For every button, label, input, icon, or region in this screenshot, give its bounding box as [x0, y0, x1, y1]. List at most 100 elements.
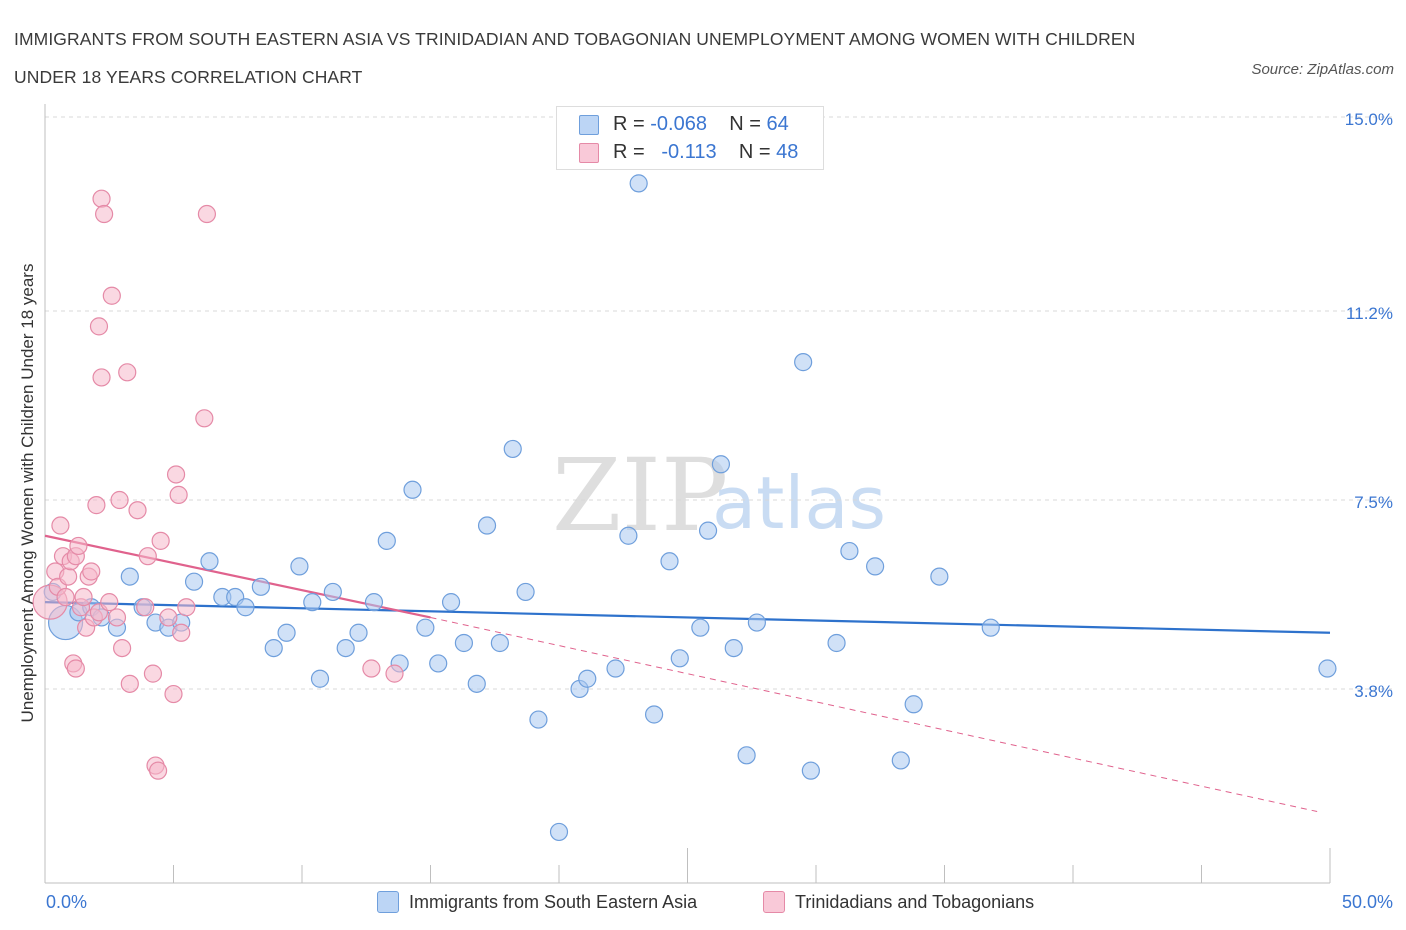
point-trinidad-tobago: [69, 536, 88, 556]
point-southeast-asia: [277, 623, 296, 642]
point-trinidad-tobago: [74, 587, 93, 607]
n-value: 48: [776, 141, 799, 163]
point-southeast-asia: [904, 695, 923, 714]
trend-line-southeast-asia: [44, 601, 1331, 634]
point-trinidad-tobago: [92, 189, 111, 208]
point-southeast-asia: [930, 567, 949, 586]
point-trinidad-tobago: [120, 674, 139, 693]
watermark-atlas: atlas: [712, 461, 886, 545]
point-southeast-asia: [349, 623, 368, 642]
point-southeast-asia: [184, 572, 204, 591]
point-southeast-asia: [120, 567, 139, 586]
point-trinidad-tobago: [95, 204, 114, 224]
x-tick-label: 50.0%: [1342, 892, 1393, 912]
point-trinidad-tobago: [385, 664, 404, 683]
point-southeast-asia: [827, 633, 846, 653]
point-southeast-asia: [303, 593, 322, 612]
r-label: R =: [613, 141, 645, 163]
point-trinidad-tobago: [148, 761, 168, 780]
point-southeast-asia: [503, 439, 522, 459]
r-label: R =: [613, 113, 645, 135]
trend-lines: [44, 534, 1331, 812]
y-tick-label: 7.5%: [1354, 493, 1393, 512]
point-southeast-asia: [866, 557, 885, 576]
point-southeast-asia: [711, 455, 731, 474]
point-southeast-asia: [236, 598, 255, 617]
point-southeast-asia: [264, 638, 283, 658]
point-southeast-asia: [606, 659, 625, 678]
blue-swatch-icon: [377, 891, 399, 913]
point-southeast-asia: [794, 353, 813, 372]
point-southeast-asia: [737, 746, 756, 765]
point-trinidad-tobago: [102, 286, 121, 305]
point-southeast-asia: [377, 531, 396, 550]
point-trinidad-tobago: [89, 317, 109, 336]
point-trinidad-tobago: [112, 638, 132, 658]
point-southeast-asia: [323, 582, 342, 602]
legend-label: Immigrants from South Eastern Asia: [409, 892, 698, 912]
r-value: -0.113: [661, 141, 717, 163]
point-southeast-asia: [644, 705, 664, 724]
point-southeast-asia: [1318, 659, 1337, 678]
point-southeast-asia: [364, 593, 384, 612]
n-value: 64: [766, 113, 789, 135]
point-trinidad-tobago: [138, 547, 157, 566]
point-southeast-asia: [747, 613, 766, 632]
source-note: Source: ZipAtlas.com: [1251, 61, 1394, 78]
point-southeast-asia: [200, 552, 219, 571]
point-southeast-asia: [336, 638, 355, 658]
point-southeast-asia: [416, 618, 435, 637]
point-trinidad-tobago: [118, 363, 137, 382]
point-trinidad-tobago: [56, 587, 75, 607]
gridlines: [45, 116, 1392, 690]
y-tick-label: 11.2%: [1346, 304, 1393, 323]
y-tick-label: 3.8%: [1354, 682, 1393, 701]
point-trinidad-tobago: [172, 623, 191, 642]
pink-swatch-icon: [763, 891, 785, 913]
point-southeast-asia: [629, 174, 648, 193]
point-southeast-asia: [529, 710, 548, 729]
point-southeast-asia: [310, 669, 330, 688]
n-label: N =: [738, 141, 771, 163]
point-southeast-asia: [516, 582, 535, 602]
point-southeast-asia: [981, 618, 1000, 637]
point-trinidad-tobago: [59, 567, 78, 586]
watermark-zip: ZIP: [552, 437, 728, 554]
point-southeast-asia: [801, 761, 820, 780]
point-southeast-asia: [477, 516, 497, 535]
point-trinidad-tobago: [92, 368, 111, 387]
point-southeast-asia: [724, 638, 743, 658]
point-trinidad-tobago: [100, 593, 119, 612]
point-trinidad-tobago: [136, 598, 155, 617]
point-trinidad-tobago: [128, 501, 147, 520]
correlation-legend: R = -0.068 N = 64 R = -0.113 N = 48: [556, 106, 824, 170]
point-trinidad-tobago: [82, 562, 101, 581]
legend-label: Trinidadians and Tobagonians: [795, 892, 1035, 912]
blue-swatch-icon: [579, 115, 599, 135]
point-trinidad-tobago: [66, 659, 85, 678]
point-southeast-asia: [549, 822, 569, 842]
point-trinidad-tobago: [159, 608, 178, 627]
pink-swatch-icon: [579, 143, 599, 163]
point-trinidad-tobago: [51, 516, 70, 535]
point-trinidad-tobago: [166, 465, 186, 484]
point-southeast-asia: [840, 541, 859, 561]
point-trinidad-tobago: [110, 490, 129, 510]
r-value: -0.068: [650, 113, 707, 135]
point-southeast-asia: [290, 557, 309, 576]
point-southeast-asia: [619, 526, 638, 545]
point-southeast-asia: [467, 674, 486, 693]
point-southeast-asia: [403, 480, 422, 499]
tick-labels: 3.8% 7.5% 11.2% 15.0% 0.0% 50.0%: [46, 110, 1393, 912]
point-southeast-asia: [490, 633, 509, 653]
point-trinidad-tobago: [87, 496, 106, 515]
point-trinidad-tobago: [164, 684, 183, 704]
y-tick-label: 15.0%: [1345, 110, 1393, 129]
n-label: N =: [729, 113, 761, 135]
x-tick-label: 0.0%: [46, 892, 87, 912]
point-southeast-asia: [578, 669, 597, 688]
point-southeast-asia: [660, 552, 679, 571]
point-trinidad-tobago: [169, 485, 188, 504]
point-southeast-asia: [251, 577, 270, 596]
